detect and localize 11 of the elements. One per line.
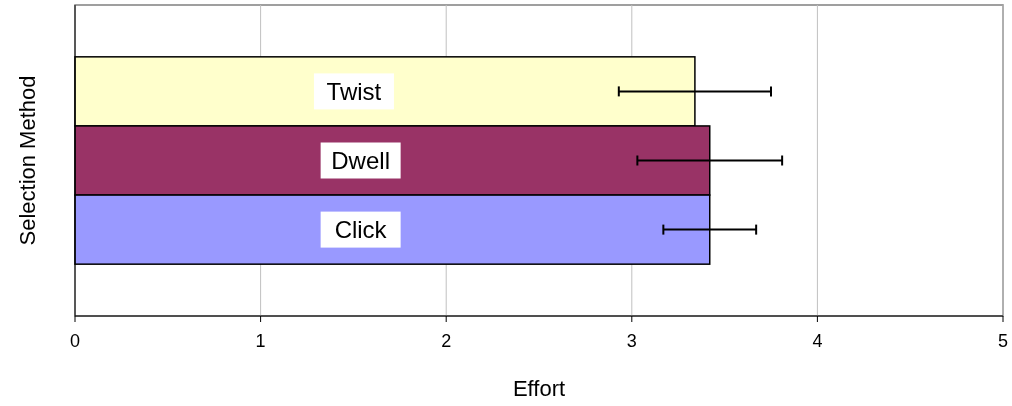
x-tick-label: 5 xyxy=(997,331,1009,351)
y-axis-title: Selection Method xyxy=(15,75,40,246)
x-axis-title: Effort xyxy=(512,376,566,401)
x-tick-label: 2 xyxy=(441,331,452,351)
x-tick-label: 0 xyxy=(69,331,81,351)
y-tick-label: Twist xyxy=(326,77,382,105)
x-tick-label: 4 xyxy=(812,331,823,351)
y-tick-label: Click xyxy=(334,216,388,244)
x-tick-label: 3 xyxy=(626,331,637,351)
y-tick-label: Dwell xyxy=(331,147,390,174)
x-tick-label: 1 xyxy=(255,331,266,351)
